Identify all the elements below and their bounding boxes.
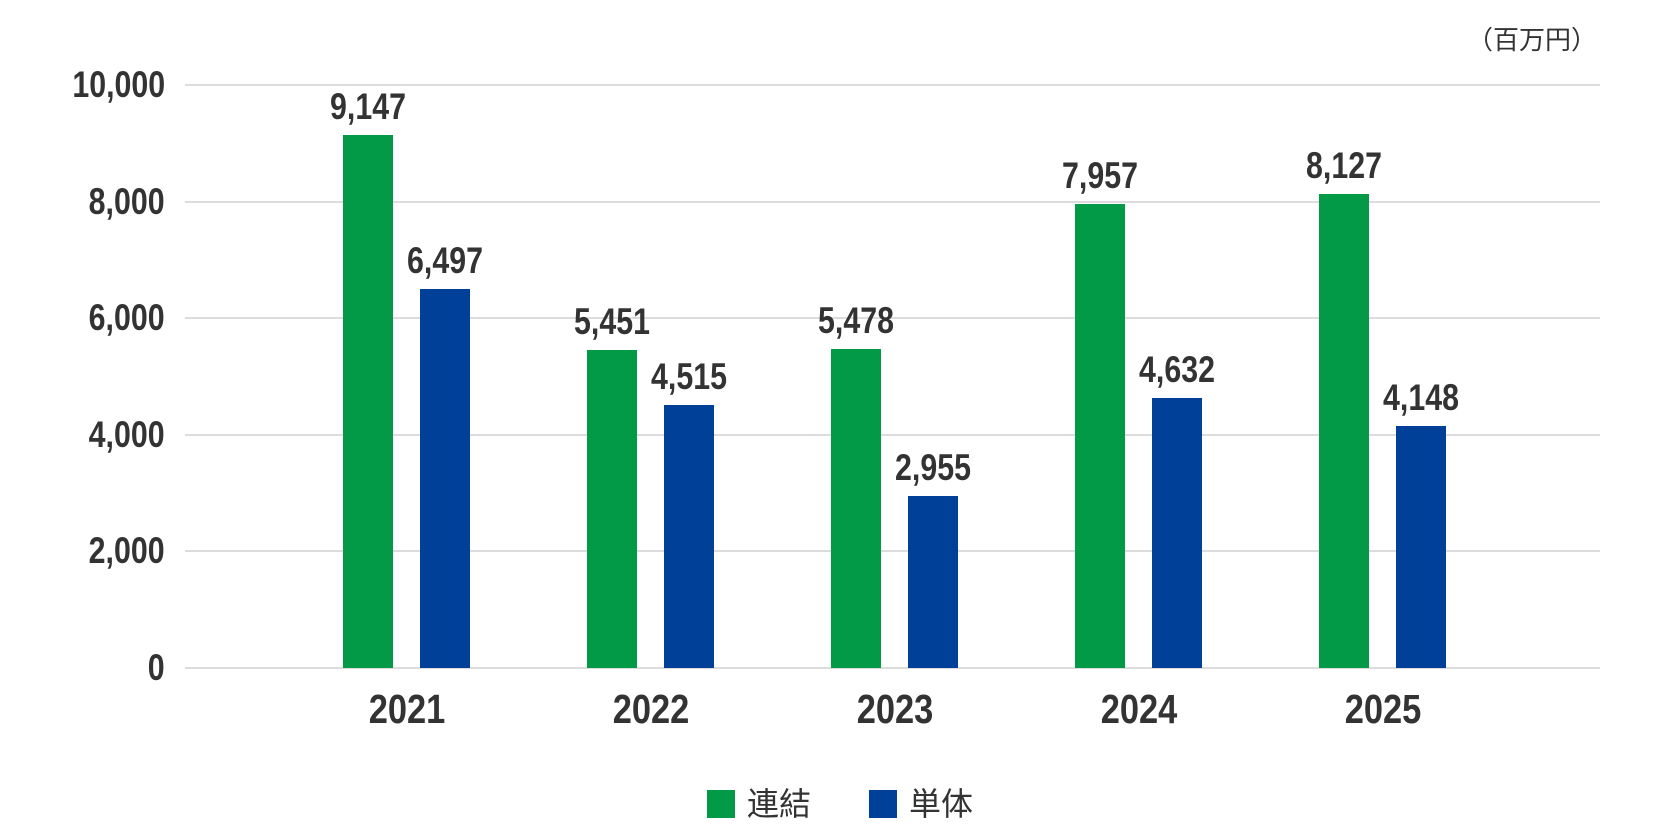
x-axis-label-2023: 2023 (856, 686, 933, 732)
value-label-consolidated-2021: 9,147 (330, 85, 406, 127)
bar-consolidated-2022 (587, 350, 637, 668)
bar-consolidated-2024 (1075, 204, 1125, 668)
y-axis-tick-label-8000: 8,000 (89, 180, 165, 222)
gridline-4000 (185, 433, 1600, 436)
y-axis-tick-label-0: 0 (148, 647, 165, 688)
value-label-standalone-2023: 2,955 (895, 446, 971, 488)
unit-label: （百万円） (1466, 25, 1597, 55)
y-axis-tick-label-4000: 4,000 (89, 413, 165, 455)
chart-legend: 連結 単体 (0, 786, 1680, 822)
legend-label-standalone: 単体 (909, 786, 974, 822)
gridline-10000 (185, 84, 1600, 86)
bar-standalone-2022 (664, 404, 714, 668)
y-axis-tick-label-2000: 2,000 (89, 530, 165, 572)
bar-consolidated-2021 (343, 134, 393, 668)
legend-item-standalone: 単体 (869, 786, 973, 822)
value-label-standalone-2025: 4,148 (1383, 377, 1459, 419)
bar-standalone-2025 (1396, 426, 1446, 668)
gridline-2000 (185, 550, 1600, 553)
y-axis-tick-label-6000: 6,000 (89, 297, 165, 339)
legend-label-consolidated: 連結 (746, 786, 811, 822)
legend-swatch-standalone (869, 790, 897, 818)
value-label-standalone-2024: 4,632 (1139, 348, 1215, 390)
legend-item-consolidated: 連結 (706, 786, 811, 822)
value-label-consolidated-2022: 5,451 (574, 301, 650, 343)
value-label-consolidated-2024: 7,957 (1062, 155, 1138, 197)
x-axis-label-2021: 2021 (368, 686, 445, 732)
gridline-6000 (185, 317, 1600, 320)
x-axis-label-2025: 2025 (1344, 686, 1421, 732)
legend-swatch-consolidated (706, 790, 735, 818)
bar-consolidated-2025 (1319, 194, 1369, 668)
gridline-0 (185, 667, 1600, 669)
value-label-consolidated-2023: 5,478 (818, 299, 894, 341)
x-axis-label-2024: 2024 (1100, 686, 1177, 732)
value-label-standalone-2022: 4,515 (651, 355, 727, 397)
value-label-standalone-2021: 6,497 (407, 240, 483, 282)
gridline-8000 (185, 200, 1600, 203)
value-label-consolidated-2025: 8,127 (1306, 145, 1382, 187)
y-axis-tick-label-10000: 10,000 (72, 64, 165, 105)
bar-standalone-2024 (1152, 397, 1202, 668)
x-axis-label-2022: 2022 (612, 686, 689, 732)
bar-standalone-2021 (420, 289, 470, 668)
bar-standalone-2023 (908, 495, 958, 668)
bar-consolidated-2023 (831, 348, 881, 668)
